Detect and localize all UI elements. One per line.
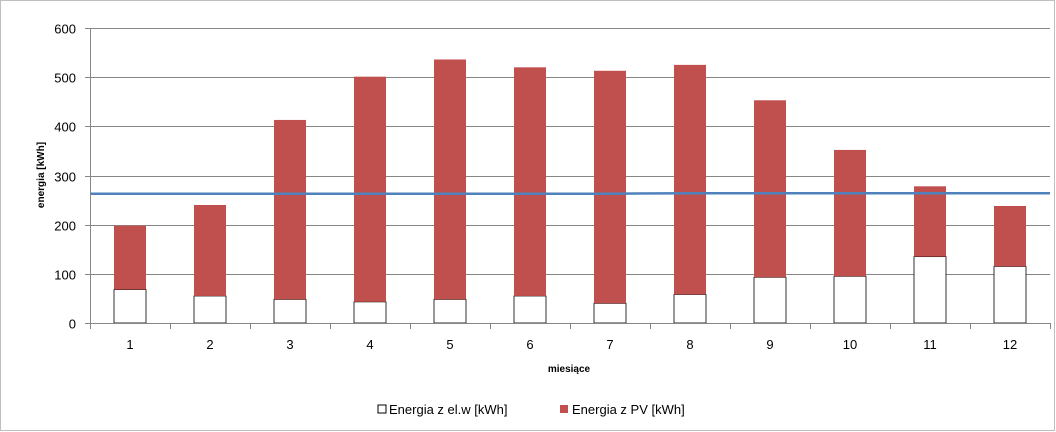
y-tick-label: 0: [69, 317, 76, 332]
x-tick-label: 10: [843, 337, 857, 352]
bar-pv: [834, 149, 866, 277]
x-tick-label: 6: [526, 337, 533, 352]
series-line: [90, 191, 1050, 195]
bar-el: [673, 294, 707, 324]
y-tick-label: 200: [54, 219, 76, 234]
legend-label-pv: Energia z PV [kWh]: [572, 402, 685, 417]
bars: [113, 59, 1027, 324]
x-tick-label: 12: [1003, 337, 1017, 352]
bar-el: [593, 302, 627, 324]
x-tick-label: 7: [606, 337, 613, 352]
y-tick-label: 300: [54, 170, 76, 185]
y-tick-label: 400: [54, 120, 76, 135]
bar-pv: [434, 59, 466, 300]
bar-pv: [274, 119, 306, 300]
y-tick-label: 600: [54, 22, 76, 37]
x-tick-label: 3: [286, 337, 293, 352]
legend-label-el: Energia z el.w [kWh]: [389, 402, 508, 417]
y-axis-title: energia [kWh]: [36, 142, 47, 208]
bar-pv: [994, 205, 1026, 267]
x-tick-label: 9: [766, 337, 773, 352]
axes: [85, 28, 1051, 329]
bar-pv: [114, 225, 146, 290]
y-tick-label: 500: [54, 71, 76, 86]
x-tick-label: 1: [126, 337, 133, 352]
bar-pv: [754, 100, 786, 278]
bar-pv: [594, 70, 626, 304]
bar-el: [993, 266, 1027, 324]
bar-el: [753, 276, 787, 324]
y-tick-labels: 0 100 200 300 400 500 600: [54, 22, 76, 332]
bar-el: [113, 289, 147, 324]
bar-el: [833, 275, 867, 324]
x-tick-label: 5: [446, 337, 453, 352]
x-tick-labels: 1 2 3 4 5 6 7 8 9 10 11 12: [126, 337, 1017, 352]
x-axis-title: miesiące: [548, 364, 591, 375]
bar-el: [913, 256, 947, 324]
bar-el: [513, 295, 547, 324]
y-tick-label: 100: [54, 268, 76, 283]
x-tick-label: 4: [366, 337, 373, 352]
bar-el: [353, 301, 387, 324]
legend: Energia z el.w [kWh] Energia z PV [kWh]: [377, 402, 685, 417]
gridlines: [90, 28, 1050, 275]
bar-pv: [914, 186, 946, 257]
bar-pv: [514, 67, 546, 296]
bar-el: [273, 298, 307, 324]
legend-swatch-pv: [560, 405, 568, 413]
legend-swatch-el: [377, 404, 387, 414]
bar-pv: [194, 205, 226, 296]
x-tick-label: 8: [686, 337, 693, 352]
bar-el: [193, 295, 227, 324]
x-tick-label: 11: [923, 337, 937, 352]
x-tick-label: 2: [206, 337, 213, 352]
bar-pv: [674, 64, 706, 295]
bar-pv: [354, 76, 386, 302]
bar-el: [433, 298, 467, 324]
